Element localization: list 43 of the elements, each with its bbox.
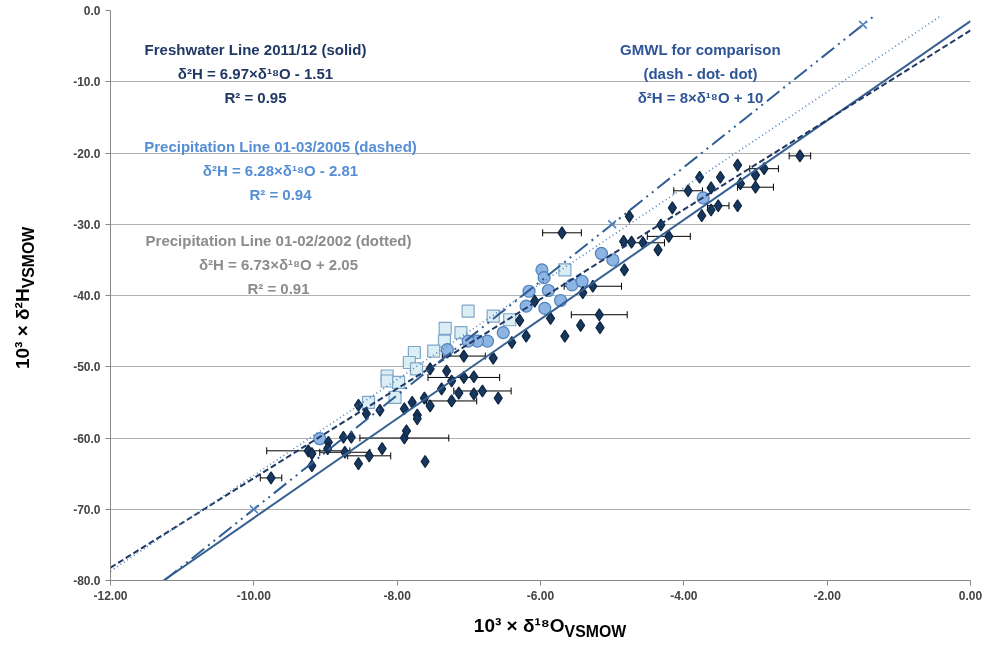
x-tick-label: -8.00 [383,588,412,603]
x-axis-title: 10³ × δ¹⁸O$_{VSMOW}$ [472,615,628,641]
point [380,374,394,388]
annotation: R² = 0.94 [249,186,313,203]
annotation: δ²H = 6.97×δ¹⁸O - 1.51 [177,65,334,82]
point [538,301,552,315]
point [461,304,475,318]
point [606,253,620,267]
x-tick-label: 0.00 [958,588,983,603]
y-tick-label: -40.0 [73,289,101,303]
annotation: δ²H = 6.28×δ¹⁸O - 2.81 [202,162,359,179]
annotation: GMWL for comparison [620,41,781,58]
annotation: R² = 0.95 [224,89,287,106]
y-tick-label: -20.0 [73,146,101,161]
point [427,344,441,358]
annotation: R² = 0.91 [247,280,310,297]
y-tick-label: -70.0 [73,502,101,517]
y-tick-label: -60.0 [73,431,101,446]
x-tick-label: -4.00 [670,588,698,603]
point [594,246,609,261]
annotation: Precipitation Line 01-03/2005 (dashed) [144,138,417,155]
point [575,274,589,288]
annotation: Precipitation Line 01-02/2002 (dotted) [145,232,412,249]
y-tick-label: -80.0 [73,574,101,588]
y-tick-label: -30.0 [73,217,101,232]
annotation: δ²H = 8×δ¹⁸O + 10 [637,89,764,106]
x-tick-label: -10.00 [236,588,272,603]
point [409,362,424,376]
y-tick-label: 0.0 [83,4,101,18]
x-tick-label: -12.00 [93,588,128,603]
point [249,504,259,514]
point [496,325,510,340]
x-tick-label: -2.00 [813,588,842,603]
annotation: Freshwater Line 2011/12 (solid) [144,41,367,58]
point [558,263,572,277]
point [858,20,868,30]
y-tick-label: -10.0 [73,75,101,90]
annotation: δ²H = 6.73×δ¹⁸O + 2.05 [198,256,359,273]
point [438,321,452,335]
annotation: (dash - dot- dot) [643,65,758,82]
point [607,219,617,229]
x-tick-label: -6.00 [526,588,555,603]
y-tick-label: -50.0 [73,360,101,375]
